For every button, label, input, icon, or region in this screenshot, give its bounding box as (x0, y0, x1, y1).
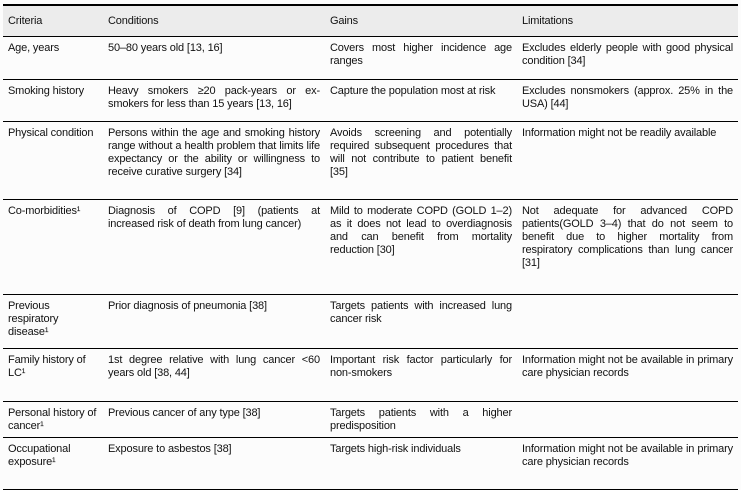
cell-limitations: Information might not be readily availab… (517, 121, 738, 200)
cell-criteria: Occupational exposure¹ (3, 437, 103, 490)
cell-gains: Important risk factor particularly for n… (325, 348, 517, 402)
table-row-occupational-exposure: Occupational exposure¹ Exposure to asbes… (3, 437, 738, 490)
cell-criteria: Co-morbidities¹ (3, 199, 103, 295)
paper-table-container: Criteria Conditions Gains Limitations Ag… (3, 4, 738, 490)
cell-limitations (517, 401, 738, 438)
cell-gains: Targets patients with a higher predispos… (325, 401, 517, 438)
cell-criteria: Age, years (3, 36, 103, 80)
table-row-smoking-history: Smoking history Heavy smokers ≥20 pack-y… (3, 79, 738, 122)
cell-conditions: Previous cancer of any type [38] (103, 401, 325, 438)
cell-conditions: Prior diagnosis of pneumonia [38] (103, 294, 325, 349)
col-header-criteria: Criteria (3, 4, 103, 37)
cell-gains: Capture the population most at risk (325, 79, 517, 122)
cell-conditions: Exposure to asbestos [38] (103, 437, 325, 490)
cell-gains: Mild to moderate COPD (GOLD 1–2) as it d… (325, 199, 517, 295)
table-row-family-history-lc: Family history of LC¹ 1st degree relativ… (3, 348, 738, 402)
cell-limitations (517, 294, 738, 349)
table-row-previous-respiratory-disease: Previous respiratory disease¹ Prior diag… (3, 294, 738, 349)
table-row-age: Age, years 50–80 years old [13, 16] Cove… (3, 36, 738, 80)
cell-criteria: Family history of LC¹ (3, 348, 103, 402)
cell-gains: Targets patients with increased lung can… (325, 294, 517, 349)
cell-criteria: Previous respiratory disease¹ (3, 294, 103, 349)
cell-limitations: Excludes elderly people with good physic… (517, 36, 738, 80)
screening-criteria-table: Criteria Conditions Gains Limitations Ag… (3, 4, 738, 490)
cell-criteria: Smoking history (3, 79, 103, 122)
col-header-limitations: Limitations (517, 4, 738, 37)
table-row-physical-condition: Physical condition Persons within the ag… (3, 121, 738, 200)
col-header-gains: Gains (325, 4, 517, 37)
cell-gains: Covers most higher incidence age ranges (325, 36, 517, 80)
cell-gains: Targets high-risk individuals (325, 437, 517, 490)
cell-criteria: Physical condition (3, 121, 103, 200)
cell-conditions: Persons within the age and smoking histo… (103, 121, 325, 200)
cell-limitations: Not adequate for advanced COPD patients(… (517, 199, 738, 295)
table-header: Criteria Conditions Gains Limitations (3, 4, 738, 37)
cell-conditions: Heavy smokers ≥20 pack-years or ex-smoke… (103, 79, 325, 122)
col-header-conditions: Conditions (103, 4, 325, 37)
cell-limitations: Excludes nonsmokers (approx. 25% in the … (517, 79, 738, 122)
cell-conditions: Diagnosis of COPD [9] (patients at incre… (103, 199, 325, 295)
cell-gains: Avoids screening and potentially require… (325, 121, 517, 200)
header-row: Criteria Conditions Gains Limitations (3, 4, 738, 37)
cell-limitations: Information might not be available in pr… (517, 437, 738, 490)
table-row-personal-history-cancer: Personal history of cancer¹ Previous can… (3, 401, 738, 438)
table-row-co-morbidities: Co-morbidities¹ Diagnosis of COPD [9] (p… (3, 199, 738, 295)
cell-limitations: Information might not be available in pr… (517, 348, 738, 402)
cell-conditions: 1st degree relative with lung cancer <60… (103, 348, 325, 402)
cell-conditions: 50–80 years old [13, 16] (103, 36, 325, 80)
cell-criteria: Personal history of cancer¹ (3, 401, 103, 438)
table-body: Age, years 50–80 years old [13, 16] Cove… (3, 36, 738, 490)
